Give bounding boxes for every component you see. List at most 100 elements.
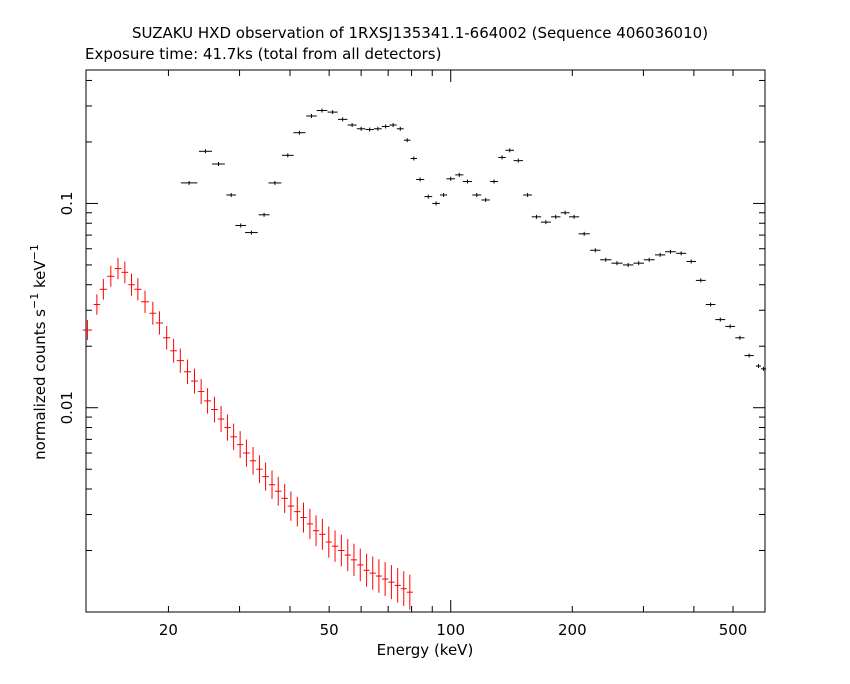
plot-frame: [85, 69, 766, 613]
data-point: [396, 126, 404, 131]
data-point: [760, 366, 767, 371]
data-point: [226, 192, 236, 197]
data-point: [134, 278, 142, 301]
data-point: [197, 378, 205, 405]
data-point: [350, 543, 358, 577]
data-point: [319, 518, 326, 550]
data-point: [590, 248, 601, 253]
x-tick-labels: 20 50 100 200 500: [159, 621, 747, 639]
data-point: [744, 353, 754, 358]
x-tick-label: 500: [719, 621, 748, 639]
data-point: [523, 192, 533, 197]
data-point: [99, 278, 108, 300]
data-point: [686, 259, 696, 264]
y-axis-label-sup2: −1: [28, 244, 41, 260]
x-tick-label: 200: [558, 621, 587, 639]
data-point: [406, 574, 413, 610]
data-point: [256, 455, 263, 484]
data-point: [204, 388, 212, 414]
data-point: [432, 201, 440, 206]
data-point: [293, 130, 306, 135]
data-point: [149, 301, 157, 325]
data-point: [513, 158, 523, 163]
data-point: [498, 155, 506, 160]
data-point: [490, 179, 499, 184]
y-axis-label-main: normalized counts s: [31, 309, 49, 460]
data-point: [578, 231, 590, 236]
data-point: [107, 265, 115, 287]
data-point: [389, 123, 397, 128]
data-point: [373, 126, 382, 131]
data-point: [394, 568, 401, 603]
data-point: [212, 161, 225, 166]
data-point: [245, 230, 258, 235]
data-point: [281, 483, 288, 513]
x-tick-label: 50: [320, 621, 339, 639]
data-point: [312, 515, 320, 546]
data-point: [472, 192, 482, 197]
data-point: [198, 149, 212, 154]
chart-subtitle: Exposure time: 41.7ks (total from all de…: [85, 45, 441, 63]
data-point: [163, 325, 171, 350]
data-point: [331, 530, 339, 562]
data-point: [356, 126, 366, 131]
data-point: [93, 294, 101, 315]
data-point: [128, 273, 135, 296]
data-point: [560, 210, 570, 215]
data-point: [306, 113, 317, 118]
data-point: [155, 311, 164, 335]
data-point: [114, 257, 122, 280]
y-tick-labels: 0.01 0.1: [58, 192, 76, 425]
data-point: [725, 324, 736, 329]
data-point: [176, 348, 184, 373]
data-point: [357, 548, 364, 582]
data-point: [403, 138, 411, 143]
y-tick-label: 0.1: [58, 192, 76, 216]
data-point: [268, 180, 282, 185]
data-point: [235, 223, 247, 228]
data-point: [611, 261, 623, 266]
y-axis-label-sup1: −1: [28, 293, 41, 309]
data-point: [446, 176, 456, 181]
data-point: [551, 214, 561, 219]
data-point: [381, 124, 390, 129]
data-point: [170, 338, 177, 363]
y-axis-label-mid: keV: [31, 260, 49, 293]
data-point: [481, 197, 490, 202]
data-point: [300, 502, 307, 533]
data-point: [382, 562, 389, 596]
data-point: [306, 508, 313, 540]
data-point: [424, 194, 433, 199]
data-point: [230, 423, 237, 451]
data-point: [665, 249, 676, 254]
data-point: [249, 446, 257, 475]
data-point: [258, 212, 270, 217]
data-point: [365, 127, 374, 132]
data-point: [82, 319, 93, 341]
data-point: [600, 257, 612, 262]
x-tick-label: 100: [436, 621, 465, 639]
data-point: [705, 302, 716, 307]
data-point: [375, 559, 383, 593]
x-tick-label: 20: [159, 621, 178, 639]
data-point: [410, 156, 417, 161]
data-point: [325, 526, 332, 558]
data-point: [287, 491, 295, 521]
data-point: [540, 220, 551, 225]
data-point: [243, 439, 250, 467]
data-point: [224, 414, 231, 441]
data-series: [82, 108, 767, 610]
data-point: [505, 148, 515, 153]
data-point: [121, 261, 129, 284]
data-point: [676, 251, 687, 256]
data-point: [400, 571, 407, 607]
data-point: [643, 257, 655, 262]
series-0: [180, 108, 767, 371]
data-point: [211, 396, 218, 423]
data-point: [568, 214, 580, 219]
data-point: [347, 123, 357, 128]
data-point: [755, 364, 761, 369]
data-point: [369, 556, 376, 590]
